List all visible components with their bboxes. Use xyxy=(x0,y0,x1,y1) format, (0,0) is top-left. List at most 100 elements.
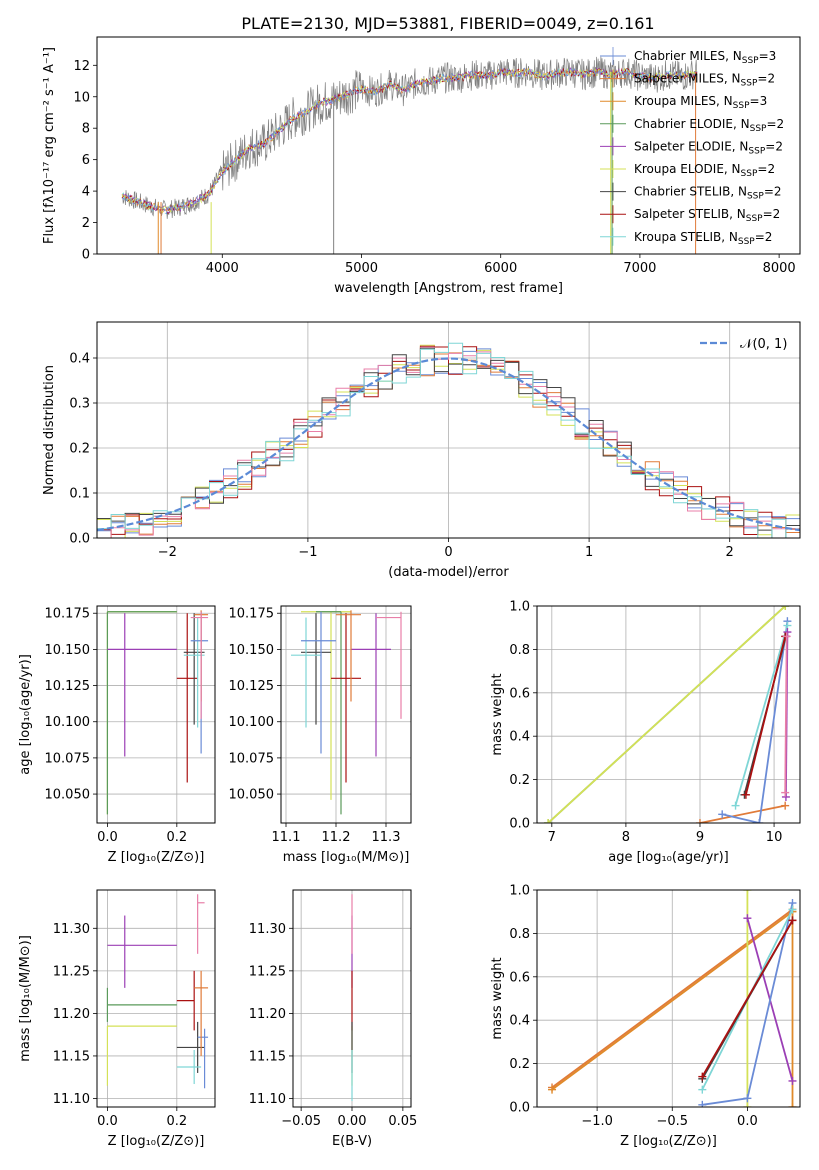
panel-mass_weight_vs_age: 7 8 9 10 0.0 0.2 0.4 0.6 0.8 1.0 age [log₁₀(age/yr… xyxy=(490,600,801,865)
legend-label: Chabrier MILES, NSSP=3 xyxy=(634,49,776,66)
weight-line xyxy=(784,636,788,793)
y-tick-label: 10.050 xyxy=(229,788,275,803)
panel-mass_vs_EBV: −0.05 0.00 0.05 11.10 11.15 11.20 11.25 11.30 E(… xyxy=(249,889,417,1149)
y-tick-label: 10.075 xyxy=(229,751,275,766)
y-tick-label: 11.20 xyxy=(53,1007,90,1022)
axes-frame xyxy=(96,605,216,824)
weight-line xyxy=(551,910,794,1091)
x-tick-label: −2 xyxy=(158,545,177,560)
x-tick-label: 11.3 xyxy=(372,830,401,845)
y-tick-label: 11.10 xyxy=(53,1092,90,1107)
x-tick-label: −0.5 xyxy=(656,1114,688,1129)
y-tick-label: 0.4 xyxy=(69,352,90,367)
y-tick-label: 11.10 xyxy=(249,1092,286,1107)
y-tick-label: 11.30 xyxy=(249,922,286,937)
y-tick-label: 11.20 xyxy=(249,1007,286,1022)
x-tick-label: 7000 xyxy=(623,261,656,276)
y-tick-label: 0.0 xyxy=(509,817,530,832)
weight-line xyxy=(721,621,789,823)
panel-age_vs_Z: 0.0 0.2 10.050 10.075 10.100 10.125 10.150 10.1… xyxy=(18,605,216,865)
axes-frame xyxy=(536,605,801,824)
y-tick-label: 11.15 xyxy=(249,1049,286,1064)
y-tick-label: 4 xyxy=(82,185,90,200)
x-tick-label: 6000 xyxy=(484,261,517,276)
axes-frame xyxy=(280,605,412,824)
panel-mass_weight_vs_Z: −1.0 −0.5 0.0 0.0 0.2 0.4 0.6 0.8 1.0 Z [log₁₀(Z/… xyxy=(490,884,801,1149)
x-axis-label: (data-model)/error xyxy=(388,565,509,580)
x-tick-label: 1 xyxy=(585,545,593,560)
y-tick-label: 1.0 xyxy=(509,884,530,899)
histogram-step xyxy=(97,347,800,538)
y-tick-label: 0.4 xyxy=(509,730,530,745)
y-tick-label: 10.175 xyxy=(229,607,275,622)
weight-line xyxy=(547,606,786,823)
y-tick-label: 0.0 xyxy=(69,532,90,547)
y-tick-label: 11.30 xyxy=(53,922,90,937)
y-tick-label: 2 xyxy=(82,216,90,231)
plot-area xyxy=(548,890,797,1107)
x-tick-label: 5000 xyxy=(345,261,378,276)
model-spectrum xyxy=(121,66,698,215)
x-tick-label: 0.2 xyxy=(166,1114,187,1129)
y-tick-label: 10.100 xyxy=(45,715,91,730)
plot-area xyxy=(121,56,698,254)
y-tick-label: 10.175 xyxy=(45,607,91,622)
y-tick-label: 0.2 xyxy=(509,1057,530,1072)
y-tick-label: 10 xyxy=(73,90,90,105)
legend-label: Salpeter ELODIE, NSSP=2 xyxy=(634,139,783,156)
x-tick-label: 9 xyxy=(696,830,704,845)
y-tick-label: 10.150 xyxy=(45,643,91,658)
y-tick-label: 10.150 xyxy=(229,643,275,658)
axes-frame xyxy=(292,889,412,1108)
plot-area xyxy=(544,606,792,823)
legend-spectrum: Chabrier MILES, NSSP=3 Salpeter MILES, NS… xyxy=(600,47,784,247)
y-axis-label: mass [log₁₀(M/M⊙)] xyxy=(18,935,33,1062)
x-tick-label: 4000 xyxy=(206,261,239,276)
legend-label: Kroupa STELIB, NSSP=2 xyxy=(634,230,772,247)
legend-label: Salpeter STELIB, NSSP=2 xyxy=(634,207,780,224)
legend-label: Kroupa ELODIE, NSSP=2 xyxy=(634,162,775,179)
axes-frame xyxy=(96,36,801,255)
model-spectrum xyxy=(121,67,698,215)
x-tick-label: 8 xyxy=(622,830,630,845)
weight-line xyxy=(699,804,786,823)
y-tick-label: 0.8 xyxy=(509,643,530,658)
x-tick-label: 2 xyxy=(726,545,734,560)
y-tick-label: 10.050 xyxy=(45,788,91,803)
x-tick-label: 0.2 xyxy=(166,830,187,845)
weight-line xyxy=(701,919,794,1078)
y-tick-label: 11.15 xyxy=(53,1049,90,1064)
y-axis-label: Flux [fλ10⁻¹⁷ erg cm⁻² s⁻¹ A⁻¹] xyxy=(42,47,57,244)
x-tick-label: 0.05 xyxy=(388,1114,417,1129)
x-axis-label: wavelength [Angstrom, rest frame] xyxy=(334,281,563,296)
y-tick-label: 11.25 xyxy=(249,964,286,979)
y-tick-label: 8 xyxy=(82,122,90,137)
x-tick-label: 0.00 xyxy=(338,1114,367,1129)
y-tick-label: 10.125 xyxy=(229,679,275,694)
x-tick-label: 11.2 xyxy=(322,830,351,845)
y-tick-label: 10.075 xyxy=(45,751,91,766)
panel-residuals: −2 −1 0 1 2 0.0 0.1 0.2 0.3 0.4 (data-model)/error… xyxy=(42,321,801,580)
panel-spectrum: 4000 5000 6000 7000 8000 0 2 4 6 8 10 12 wavelength … xyxy=(42,36,801,296)
y-tick-label: 0.8 xyxy=(509,927,530,942)
y-tick-label: 10.125 xyxy=(45,679,91,694)
y-tick-label: 1.0 xyxy=(509,600,530,615)
normal-curve xyxy=(97,357,800,532)
y-tick-label: 0 xyxy=(82,248,90,263)
legend-label: Chabrier ELODIE, NSSP=2 xyxy=(634,117,784,134)
y-axis-label: mass weight xyxy=(490,957,505,1039)
y-tick-label: 12 xyxy=(73,59,90,74)
x-tick-label: 7 xyxy=(548,830,556,845)
y-tick-label: 0.2 xyxy=(69,442,90,457)
x-axis-label: Z [log₁₀(Z/Z⊙)] xyxy=(108,850,205,865)
x-axis-label: Z [log₁₀(Z/Z⊙)] xyxy=(108,1134,205,1149)
x-tick-label: 8000 xyxy=(763,261,796,276)
legend-label: Kroupa MILES, NSSP=3 xyxy=(634,94,767,111)
weight-line xyxy=(745,636,787,796)
legend-label: 𝒩(0, 1) xyxy=(740,337,787,352)
x-tick-label: 11.1 xyxy=(272,830,301,845)
y-tick-label: 0.6 xyxy=(509,686,530,701)
x-axis-label: E(B-V) xyxy=(332,1134,372,1149)
y-tick-label: 11.25 xyxy=(53,964,90,979)
